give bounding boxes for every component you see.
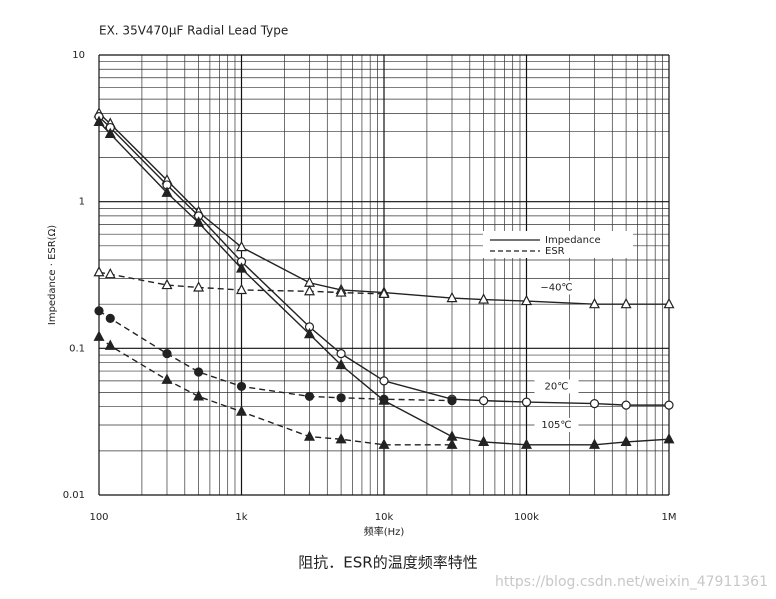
marker bbox=[379, 394, 389, 404]
marker bbox=[236, 283, 247, 295]
marker bbox=[236, 240, 247, 252]
marker bbox=[446, 291, 458, 303]
annotation-bg bbox=[534, 280, 579, 295]
marker bbox=[236, 381, 247, 392]
marker bbox=[162, 349, 172, 359]
marker bbox=[589, 398, 600, 409]
marker bbox=[521, 438, 532, 449]
watermark: https://blog.csdn.net/weixin_47911361 bbox=[495, 574, 768, 590]
marker bbox=[93, 266, 105, 277]
marker bbox=[303, 284, 315, 296]
marker bbox=[336, 393, 346, 403]
marker bbox=[478, 435, 490, 447]
marker bbox=[303, 327, 315, 339]
y-tick-label: 10 bbox=[72, 50, 85, 61]
marker bbox=[161, 373, 173, 384]
marker bbox=[478, 293, 490, 304]
marker bbox=[104, 339, 116, 350]
y-tick-label: 0.01 bbox=[63, 490, 85, 501]
marker bbox=[378, 438, 390, 449]
marker bbox=[161, 278, 173, 290]
marker bbox=[304, 391, 315, 402]
chart-title: EX. 35V470μF Radial Lead Type bbox=[99, 24, 288, 38]
caption: 阻抗．ESR的温度频率特性 bbox=[298, 554, 477, 572]
x-tick-label: 1k bbox=[235, 512, 247, 523]
marker bbox=[193, 216, 205, 227]
marker bbox=[236, 262, 247, 273]
series-line bbox=[98, 271, 385, 295]
marker bbox=[379, 376, 389, 386]
marker bbox=[588, 438, 600, 449]
annotation-bg bbox=[534, 418, 579, 433]
annotation: 105℃ bbox=[541, 420, 571, 431]
legend-box bbox=[483, 231, 633, 258]
marker bbox=[378, 287, 390, 299]
series-line bbox=[98, 121, 670, 446]
x-tick-label: 100 bbox=[89, 512, 108, 523]
x-axis-label: 频率(Hz) bbox=[364, 525, 405, 538]
y-axis-label: Impedance · ESR(Ω) bbox=[47, 225, 58, 325]
marker bbox=[620, 297, 632, 309]
annotation: 20℃ bbox=[545, 381, 569, 392]
series-line bbox=[98, 112, 669, 305]
x-tick-label: 10k bbox=[375, 512, 394, 523]
marker bbox=[193, 390, 205, 401]
marker bbox=[664, 400, 674, 410]
series-line bbox=[98, 116, 669, 406]
marker bbox=[105, 313, 115, 323]
y-tick-label: 1 bbox=[79, 197, 85, 208]
marker bbox=[93, 330, 105, 341]
marker bbox=[93, 115, 105, 126]
annotation-bg bbox=[534, 379, 579, 394]
marker bbox=[161, 186, 173, 197]
legend-label: Impedance bbox=[545, 235, 601, 246]
y-tick-label: 0.1 bbox=[69, 343, 85, 354]
marker bbox=[479, 396, 489, 406]
marker bbox=[335, 432, 347, 444]
x-tick-label: 1M bbox=[662, 512, 677, 523]
marker bbox=[447, 396, 457, 406]
marker bbox=[194, 367, 204, 377]
marker bbox=[663, 297, 675, 309]
series-line bbox=[98, 310, 453, 402]
legend-label: ESR bbox=[545, 246, 565, 257]
annotation: −40℃ bbox=[540, 282, 572, 293]
marker bbox=[446, 438, 458, 449]
marker bbox=[588, 297, 600, 309]
marker bbox=[336, 349, 346, 359]
marker bbox=[521, 294, 532, 306]
marker bbox=[94, 306, 104, 316]
marker bbox=[104, 127, 116, 138]
marker bbox=[663, 432, 675, 444]
marker bbox=[303, 430, 315, 441]
marker bbox=[104, 267, 116, 279]
series-line bbox=[98, 336, 452, 446]
marker bbox=[335, 358, 347, 370]
marker bbox=[620, 435, 632, 447]
x-tick-label: 100k bbox=[514, 512, 539, 523]
marker bbox=[236, 405, 247, 416]
marker bbox=[621, 400, 631, 410]
marker bbox=[521, 397, 532, 407]
marker bbox=[193, 281, 205, 292]
marker bbox=[335, 286, 347, 297]
